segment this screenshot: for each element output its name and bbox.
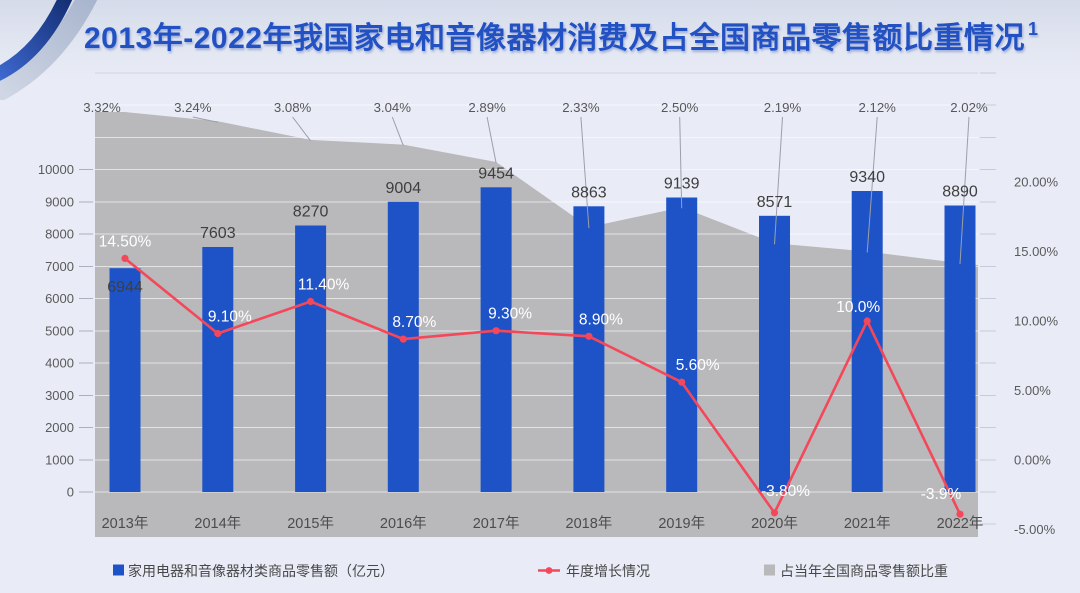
growth-label-2021年: 10.0%	[836, 299, 880, 316]
bar-2015年	[295, 225, 327, 492]
share-label-2019年: 2.50%	[661, 100, 699, 115]
right-axis-tick-label: -5.00%	[1014, 522, 1056, 537]
legend-marker-growth-dot	[545, 567, 553, 574]
right-axis-tick-label: 0.00%	[1014, 453, 1051, 468]
left-axis-tick-label: 0	[67, 485, 74, 500]
left-axis-tick-label: 6000	[45, 291, 74, 306]
bar-2017年	[480, 187, 512, 493]
bar-label-2016年: 9004	[386, 180, 422, 197]
legend-item-retail-sales: 家用电器和音像器材类商品零售额（亿元）	[128, 563, 394, 579]
chart-title: 2013年-2022年我国家电和音像器材消费及占全国商品零售额比重情况 1	[0, 0, 1080, 57]
x-axis-label-2022年: 2022年	[937, 515, 984, 532]
share-label-leader	[866, 116, 878, 253]
growth-label-2018年: 8.90%	[579, 311, 623, 328]
bar-label-2015年: 8270	[293, 204, 329, 221]
share-label-2018年: 2.33%	[562, 100, 600, 115]
bar-label-2013年: 6944	[107, 279, 143, 296]
right-axis-tick-label: 15.00%	[1014, 244, 1059, 259]
share-label-leader	[580, 116, 590, 229]
right-axis-tick-label: 10.00%	[1014, 314, 1059, 329]
bar-2016年	[387, 201, 419, 493]
x-axis-label-2019年: 2019年	[658, 515, 705, 532]
share-label-2017年: 2.89%	[468, 100, 506, 115]
growth-point-2019年	[678, 378, 686, 386]
legend-item-annual-growth: 年度增长情况	[566, 563, 650, 579]
growth-point-2017年	[492, 327, 500, 335]
left-axis-tick-label: 4000	[45, 356, 74, 371]
legend-item-share-of-retail: 占当年全国商品零售额比重	[780, 563, 948, 579]
share-label-2013年: 3.32%	[83, 100, 121, 115]
growth-point-2013年	[121, 254, 129, 262]
legend-swatch-retail-bar	[113, 564, 124, 576]
x-axis-label-2015年: 2015年	[287, 515, 334, 532]
share-label-2021年: 2.12%	[858, 100, 896, 115]
bar-2018年	[573, 206, 605, 493]
share-label-leader	[391, 116, 404, 146]
bar-label-2020年: 8571	[757, 194, 793, 211]
bar-label-2021年: 9340	[849, 169, 885, 186]
growth-point-2016年	[399, 335, 407, 343]
growth-label-2016年: 8.70%	[392, 314, 436, 331]
x-axis-label-2018年: 2018年	[566, 515, 613, 532]
right-axis-tick-label: 5.00%	[1014, 383, 1051, 398]
bar-label-2018年: 8863	[571, 184, 607, 201]
growth-point-2021年	[863, 317, 871, 325]
growth-line	[123, 257, 962, 516]
growth-label-2017年: 9.30%	[488, 306, 532, 323]
x-axis-label-2013年: 2013年	[102, 515, 149, 532]
share-label-leader	[292, 116, 311, 142]
share-label-2015年: 3.08%	[274, 100, 312, 115]
growth-point-2018年	[585, 332, 593, 340]
bar-label-2014年: 7603	[200, 225, 236, 242]
growth-label-2019年: 5.60%	[676, 357, 720, 374]
growth-point-2015年	[307, 297, 315, 306]
share-label-leader	[192, 116, 218, 123]
left-axis-tick-label: 2000	[45, 420, 74, 435]
share-label-2022年: 2.02%	[950, 100, 988, 115]
growth-label-2013年: 14.50%	[99, 233, 152, 250]
bar-label-2019年: 9139	[664, 176, 700, 193]
left-axis-tick-label: 1000	[45, 452, 74, 467]
bar-2022年	[944, 205, 976, 492]
share-label-2020年: 2.19%	[764, 100, 802, 115]
bar-2013年	[109, 268, 141, 492]
bar-2020年	[759, 215, 790, 493]
x-axis-label-2021年: 2021年	[844, 515, 891, 532]
growth-point-2014年	[214, 329, 222, 338]
x-axis-label-2017年: 2017年	[473, 515, 520, 532]
growth-point-2022年	[956, 510, 964, 518]
share-label-leader	[774, 116, 783, 245]
x-axis-label-2016年: 2016年	[380, 515, 427, 532]
growth-label-2015年: 11.40%	[298, 277, 350, 294]
share-label-leader	[959, 116, 970, 265]
left-axis-tick-label: 9000	[45, 194, 74, 209]
growth-label-2020年: -3.80%	[761, 483, 810, 500]
share-label-2016年: 3.04%	[374, 100, 412, 115]
growth-label-2022年: -3.9%	[921, 486, 962, 503]
x-axis-label-2020年: 2020年	[751, 515, 798, 532]
share-label-leader	[679, 116, 683, 209]
share-label-leader	[486, 116, 497, 164]
corner-swoosh-decoration	[0, 0, 98, 100]
left-axis-tick-label: 8000	[45, 227, 74, 242]
x-axis-label-2014年: 2014年	[194, 515, 241, 532]
growth-label-2014年: 9.10%	[208, 309, 252, 326]
bar-label-2017年: 9454	[478, 165, 514, 182]
bar-2019年	[666, 197, 698, 492]
right-axis-tick-label: 20.00%	[1014, 175, 1059, 190]
bar-2014年	[202, 247, 234, 492]
chart-title-text: 2013年-2022年我国家电和音像器材消费及占全国商品零售额比重情况	[84, 22, 1025, 55]
share-label-2014年: 3.24%	[174, 100, 212, 115]
left-axis-tick-label: 10000	[38, 162, 74, 177]
title-banner: 2013年-2022年我国家电和音像器材消费及占全国商品零售额比重情况 1	[0, 0, 1080, 100]
bar-label-2022年: 8890	[942, 184, 978, 201]
growth-point-2020年	[770, 509, 779, 517]
left-axis-tick-label: 7000	[45, 259, 74, 274]
title-citation-superscript: 1	[1027, 19, 1039, 39]
legend-swatch-share-area	[764, 564, 775, 576]
left-axis-tick-label: 3000	[45, 388, 74, 403]
left-axis-tick-label: 5000	[45, 323, 74, 338]
